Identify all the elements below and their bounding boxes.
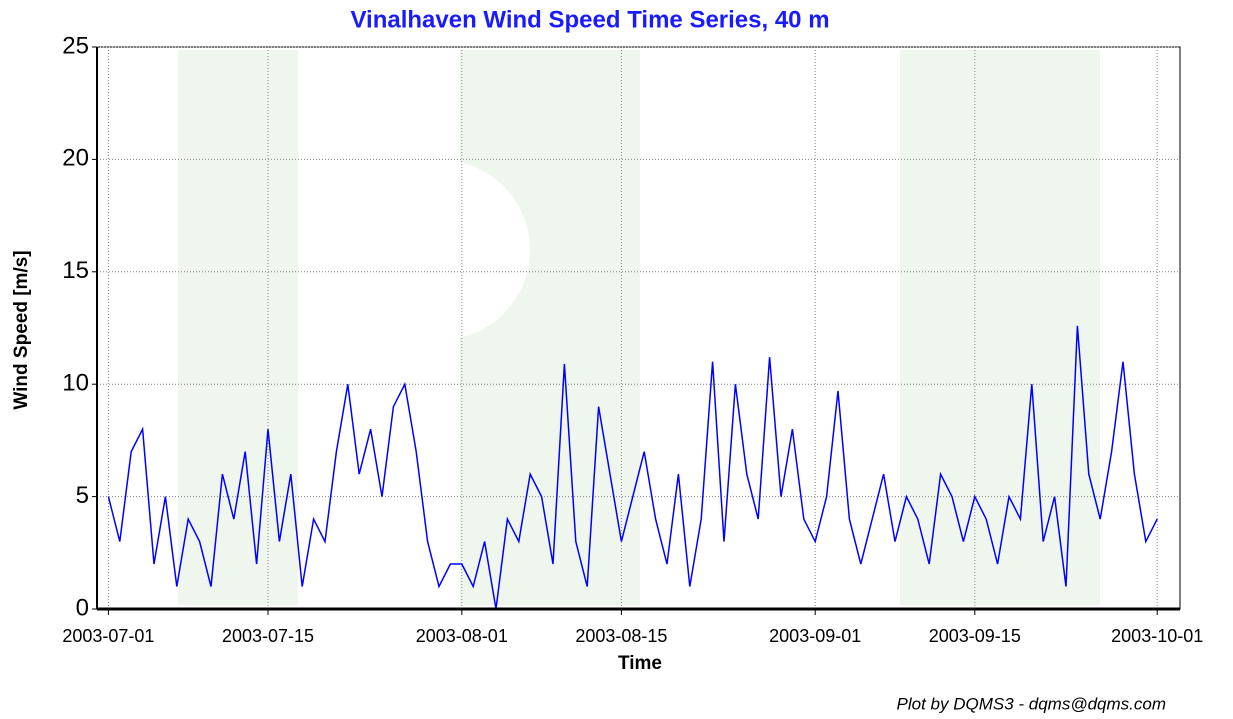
x-tick-label: 2003-08-01 xyxy=(416,626,508,646)
y-tick-label: 15 xyxy=(62,257,89,284)
y-tick-label: 10 xyxy=(62,370,89,397)
x-tick-label: 2003-07-15 xyxy=(222,626,314,646)
watermark xyxy=(178,50,1100,605)
chart-title: Vinalhaven Wind Speed Time Series, 40 m xyxy=(350,6,829,33)
x-tick-label: 2003-07-01 xyxy=(62,626,154,646)
x-tick-label: 2003-09-01 xyxy=(769,626,861,646)
y-tick-label: 25 xyxy=(62,32,89,59)
y-tick-label: 0 xyxy=(76,594,89,621)
y-axis-label: Wind Speed [m/s] xyxy=(11,250,32,409)
x-tick-label: 2003-08-15 xyxy=(575,626,667,646)
x-tick-label: 2003-10-01 xyxy=(1111,626,1203,646)
y-tick-label: 5 xyxy=(76,482,89,509)
y-tick-label: 20 xyxy=(62,145,89,172)
footer: Plot by DQMS3 - dqms@dqms.com xyxy=(897,694,1167,713)
x-axis-label: Time xyxy=(618,653,662,674)
x-tick-label: 2003-09-15 xyxy=(929,626,1021,646)
chart: Vinalhaven Wind Speed Time Series, 40 m … xyxy=(0,0,1233,719)
